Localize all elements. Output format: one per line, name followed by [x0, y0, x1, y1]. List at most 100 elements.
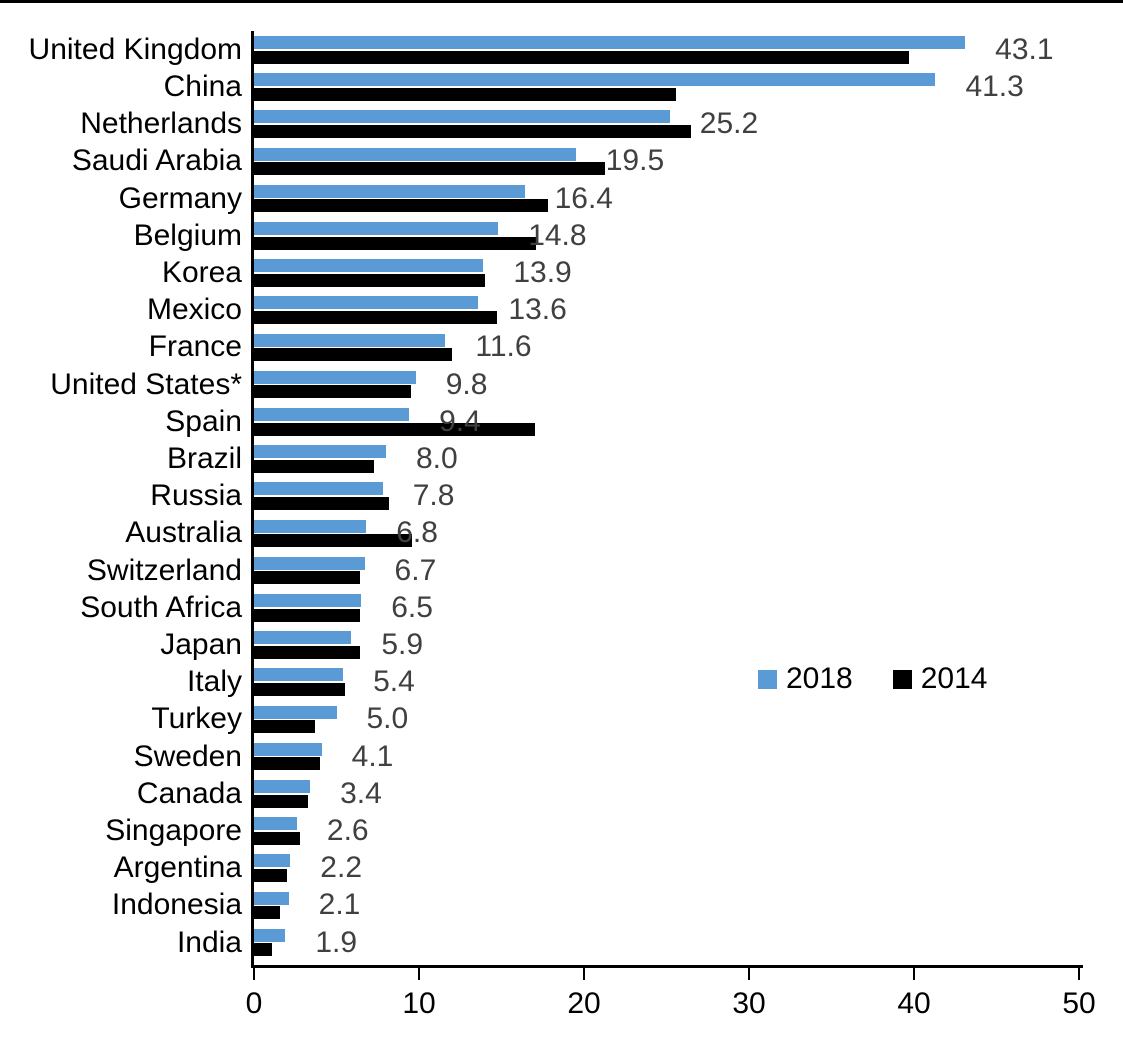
- bar-2018-india: [254, 928, 286, 942]
- bar-2014-canada: [254, 794, 309, 808]
- category-label-switzerland: Switzerland: [86, 553, 242, 587]
- value-label-united-kingdom: 43.1: [995, 32, 1054, 66]
- value-label-russia: 7.8: [412, 479, 455, 513]
- value-label-india: 1.9: [315, 925, 358, 959]
- bar-2014-russia: [254, 496, 390, 510]
- bar-2014-france: [254, 348, 452, 362]
- category-label-russia: Russia: [150, 479, 242, 513]
- category-label-turkey: Turkey: [151, 702, 242, 736]
- chart-legend: 2018 2014: [758, 664, 988, 694]
- bar-2014-sweden: [254, 757, 320, 771]
- category-label-italy: Italy: [186, 665, 242, 699]
- bar-2018-china: [254, 73, 936, 87]
- category-label-united-states: United States*: [50, 367, 242, 401]
- value-label-sweden: 4.1: [351, 739, 394, 773]
- bar-2018-japan: [254, 631, 352, 645]
- x-tick-50: [1078, 968, 1080, 980]
- legend-swatch-2014: [892, 669, 912, 689]
- category-label-france: France: [148, 330, 242, 364]
- bar-2014-japan: [254, 645, 360, 659]
- bar-2018-germany: [254, 184, 525, 198]
- bar-2018-france: [254, 333, 446, 347]
- bar-2018-australia: [254, 519, 367, 533]
- value-label-italy: 5.4: [373, 665, 415, 699]
- bar-2018-canada: [254, 780, 311, 793]
- x-tick-label-30: 30: [732, 987, 766, 1020]
- bar-2018-south-africa: [254, 594, 362, 607]
- x-tick-label-0: 0: [245, 987, 263, 1020]
- bar-2018-belgium: [254, 222, 499, 235]
- category-label-sweden: Sweden: [133, 739, 242, 773]
- bar-2014-singapore: [254, 831, 301, 845]
- bar-2018-russia: [254, 482, 383, 496]
- bar-2014-united-kingdom: [254, 50, 910, 64]
- x-tick-label-40: 40: [897, 987, 931, 1020]
- bar-2018-mexico: [254, 296, 479, 310]
- top-border-rule: [0, 0, 1123, 3]
- category-label-saudi-arabia: Saudi Arabia: [71, 144, 242, 178]
- value-label-switzerland: 6.7: [394, 553, 437, 587]
- bar-2014-australia: [254, 534, 413, 548]
- category-label-argentina: Argentina: [113, 851, 242, 885]
- category-label-australia: Australia: [125, 516, 242, 550]
- category-label-south-africa: South Africa: [80, 590, 242, 624]
- value-label-turkey: 5.0: [366, 702, 409, 736]
- bar-2018-switzerland: [254, 556, 365, 570]
- bar-2014-brazil: [254, 459, 375, 473]
- bar-2014-mexico: [254, 310, 497, 324]
- bar-2014-china: [254, 87, 677, 101]
- bar-2014-germany: [254, 199, 548, 213]
- x-tick-label-20: 20: [567, 987, 601, 1020]
- x-tick-label-10: 10: [402, 987, 436, 1020]
- category-label-korea: Korea: [161, 255, 242, 289]
- y-axis-line: [251, 31, 254, 968]
- bar-2018-spain: [254, 408, 410, 421]
- bar-2014-belgium: [254, 236, 537, 250]
- bar-2018-united-states: [254, 370, 416, 384]
- value-label-spain: 9.4: [439, 404, 481, 438]
- bar-2018-indonesia: [254, 891, 289, 905]
- bar-2018-sweden: [254, 742, 322, 756]
- bar-2018-netherlands: [254, 110, 670, 124]
- value-label-brazil: 8.0: [416, 441, 458, 475]
- bar-2014-spain: [254, 422, 535, 436]
- bar-2014-italy: [254, 682, 345, 696]
- category-label-netherlands: Netherlands: [80, 107, 242, 141]
- legend-label-2018: 2018: [786, 662, 853, 695]
- category-label-united-kingdom: United Kingdom: [28, 32, 242, 66]
- bar-2014-switzerland: [254, 571, 360, 585]
- x-axis-line: [251, 965, 1083, 968]
- value-label-singapore: 2.6: [326, 813, 369, 847]
- bar-2018-brazil: [254, 445, 386, 459]
- bar-2014-south-africa: [254, 608, 360, 622]
- bar-2018-singapore: [254, 817, 297, 831]
- value-label-belgium: 14.8: [528, 218, 587, 252]
- bar-2018-argentina: [254, 854, 291, 868]
- bar-2014-united-states: [254, 385, 411, 399]
- category-label-germany: Germany: [118, 181, 242, 215]
- bar-2014-turkey: [254, 720, 316, 734]
- bar-2018-turkey: [254, 705, 337, 719]
- value-label-united-states: 9.8: [445, 367, 488, 401]
- x-tick-label-50: 50: [1062, 987, 1096, 1020]
- value-label-australia: 6.8: [396, 516, 438, 550]
- x-tick-40: [913, 968, 915, 980]
- category-label-mexico: Mexico: [146, 293, 242, 327]
- bar-2018-united-kingdom: [254, 36, 966, 49]
- value-label-france: 11.6: [475, 330, 532, 364]
- bar-2014-india: [254, 943, 273, 957]
- category-label-singapore: Singapore: [105, 813, 242, 847]
- category-label-belgium: Belgium: [133, 218, 242, 252]
- bar-2018-korea: [254, 259, 484, 273]
- x-tick-20: [583, 968, 585, 980]
- category-label-brazil: Brazil: [166, 441, 242, 475]
- category-label-japan: Japan: [160, 627, 242, 661]
- legend-label-2014: 2014: [920, 662, 988, 695]
- value-label-germany: 16.4: [554, 181, 613, 215]
- value-label-mexico: 13.6: [508, 293, 567, 327]
- value-label-saudi-arabia: 19.5: [605, 144, 665, 178]
- value-label-south-africa: 6.5: [391, 590, 433, 624]
- bar-2018-saudi-arabia: [254, 147, 576, 161]
